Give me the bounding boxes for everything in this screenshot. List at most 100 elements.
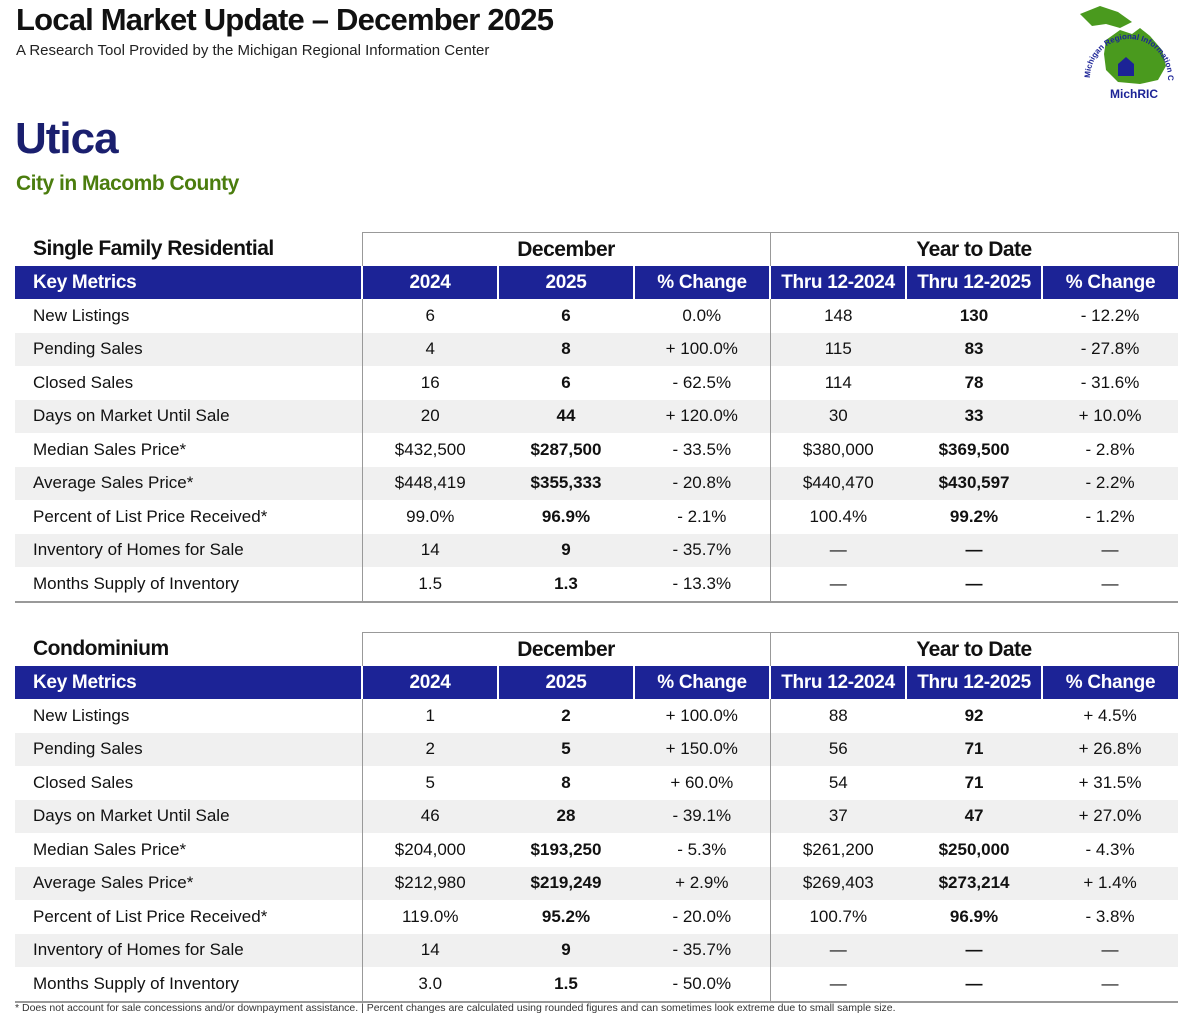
metric-name: Closed Sales	[33, 372, 134, 392]
metric-value: - 2.2%	[1042, 466, 1179, 500]
data-row: Days on Market Until Sale 20 44 + 120.0% 30 3…	[15, 399, 1179, 433]
data-row: New Listings 6 6 0.0% 148 130 - 12.2%	[15, 299, 1178, 333]
header-row: Key Metrics 2024 2025% Change Thru 12-2024 T…	[15, 266, 1179, 299]
metric-value: 130	[959, 305, 989, 325]
metric-name: New Listings	[33, 305, 130, 325]
metric-value: 96.9%	[541, 506, 591, 526]
metric-value: - 33.5%	[672, 439, 732, 459]
metric-value: 95.2%	[541, 906, 591, 926]
metric-value: 148	[769, 299, 907, 333]
metric-value: - 12.2%	[1080, 305, 1140, 325]
data-row: Inventory of Homes for Sale 14 9- 35.7% — — —	[15, 533, 1179, 567]
metric-value: $269,403	[769, 866, 907, 900]
metric-value: —	[769, 933, 907, 967]
metric-value: 100.7%	[769, 900, 907, 934]
metric-value: $273,214	[906, 866, 1043, 900]
metric-value: 83	[906, 332, 1043, 366]
data-row: Days on Market Until Sale 46 28- 39.1% 37 47…	[15, 799, 1179, 833]
metric-value: - 2.8%	[1085, 439, 1135, 459]
group-header: Year to Date	[769, 632, 1179, 666]
metric-value: 99.2%	[949, 506, 999, 526]
metric-value: 8	[561, 772, 571, 792]
metric-value: 92	[964, 705, 984, 725]
location-name: Utica	[15, 114, 119, 163]
column-header: Thru 12-2024	[769, 266, 907, 299]
metric-name: Average Sales Price*	[15, 466, 362, 500]
column-header: Thru 12-2025	[905, 666, 1043, 699]
data-row: Average Sales Price* $448,419 $355,333- 20…	[15, 466, 1179, 500]
metric-value: —	[769, 567, 907, 603]
group-header: Year to Date	[769, 232, 1179, 266]
metric-value: 44	[498, 399, 634, 433]
data-row: Percent of List Price Received* 99.0% 96.9…	[15, 500, 1178, 534]
metric-value: $380,000	[769, 433, 907, 467]
metric-value: - 27.8%	[1042, 332, 1179, 366]
metric-value: 0.0%	[682, 305, 722, 325]
metric-value: - 4.3%	[1085, 839, 1135, 859]
data-row: Pending Sales 4 8 + 100.0% 115 83- 27.8%	[15, 332, 1179, 366]
metric-value: —	[906, 567, 1043, 603]
metric-value: - 50.0%	[634, 967, 771, 1003]
metric-value: 1.3	[498, 567, 634, 603]
column-header: % Change	[632, 266, 771, 299]
metric-value: —	[1042, 567, 1179, 603]
logo: Michigan Regional Information Center Mic…	[1070, 0, 1175, 101]
column-header: Key Metrics	[15, 266, 362, 299]
logo-name: MichRIC	[1110, 87, 1158, 101]
metric-value: + 4.5%	[1083, 705, 1137, 725]
metric-name: Inventory of Homes for Sale	[15, 533, 362, 567]
metric-value: 115	[769, 332, 907, 366]
data-row: New Listings 1 2 + 100.0% 88 92 + 4.5%	[15, 699, 1178, 733]
metric-value: 33	[906, 399, 1043, 433]
data-row: Median Sales Price* $204,000 $193,250 - 5.3…	[15, 833, 1178, 867]
metric-name: Percent of List Price Received*	[33, 906, 268, 926]
metric-value: 9	[498, 533, 634, 567]
metric-value: —	[906, 533, 1043, 567]
metric-value: 100.4%	[769, 500, 907, 534]
metric-value: 71	[964, 772, 984, 792]
metric-value: 6	[361, 299, 498, 333]
metric-value: 9	[498, 933, 634, 967]
column-header: Thru 12-2025	[905, 266, 1043, 299]
metric-value: —	[1042, 933, 1179, 967]
metrics-table: Condominium December Year to Date Key Metri…	[15, 632, 1179, 1003]
table-title: Condominium	[33, 637, 169, 661]
metric-value: 54	[769, 766, 907, 800]
data-row: Percent of List Price Received* 119.0% 95.…	[15, 900, 1178, 934]
metric-value: - 3.8%	[1085, 906, 1135, 926]
metric-value: - 35.7%	[634, 933, 771, 967]
data-row: Months Supply of Inventory 3.0 1.5- 50.0% —…	[15, 967, 1179, 1003]
data-row: Inventory of Homes for Sale 14 9- 35.7% — — —	[15, 933, 1179, 967]
footnote: * Does not account for sale concessions …	[15, 1002, 896, 1014]
metric-name: Inventory of Homes for Sale	[15, 933, 362, 967]
metric-name: Days on Market Until Sale	[15, 399, 362, 433]
metric-value: 119.0%	[361, 900, 498, 934]
metric-value: + 100.0%	[634, 332, 771, 366]
metric-name: Closed Sales	[33, 772, 134, 792]
column-header: Thru 12-2024	[769, 666, 907, 699]
metric-value: 14	[361, 533, 498, 567]
metric-name: Median Sales Price*	[33, 439, 187, 459]
metric-value: - 39.1%	[634, 799, 771, 833]
data-row: Months Supply of Inventory 1.5 1.3- 13.3% —…	[15, 567, 1179, 603]
metric-value: $355,333	[498, 466, 634, 500]
logo-house	[1118, 57, 1134, 76]
data-row: Median Sales Price* $432,500 $287,500 - 33.…	[15, 433, 1178, 467]
column-header: Key Metrics	[15, 666, 362, 699]
data-row: Closed Sales 16 6 - 62.5% 114 78 - 31.6%	[15, 366, 1178, 400]
metric-value: - 5.3%	[677, 839, 727, 859]
metric-value: 28	[498, 799, 634, 833]
metric-value: 14	[361, 933, 498, 967]
metric-value: 46	[361, 799, 498, 833]
metric-value: - 13.3%	[634, 567, 771, 603]
location-area: City in Macomb County	[16, 172, 239, 195]
metric-value: 96.9%	[949, 906, 999, 926]
metric-name: New Listings	[33, 705, 130, 725]
metric-value: + 27.0%	[1042, 799, 1179, 833]
metric-value: + 150.0%	[634, 732, 771, 766]
metric-value: + 31.5%	[1078, 772, 1142, 792]
metric-value: + 100.0%	[665, 705, 738, 725]
metric-name: Pending Sales	[15, 732, 362, 766]
metric-value: 2	[361, 732, 498, 766]
data-row: Closed Sales 5 8 + 60.0% 54 71 + 31.5%	[15, 766, 1178, 800]
